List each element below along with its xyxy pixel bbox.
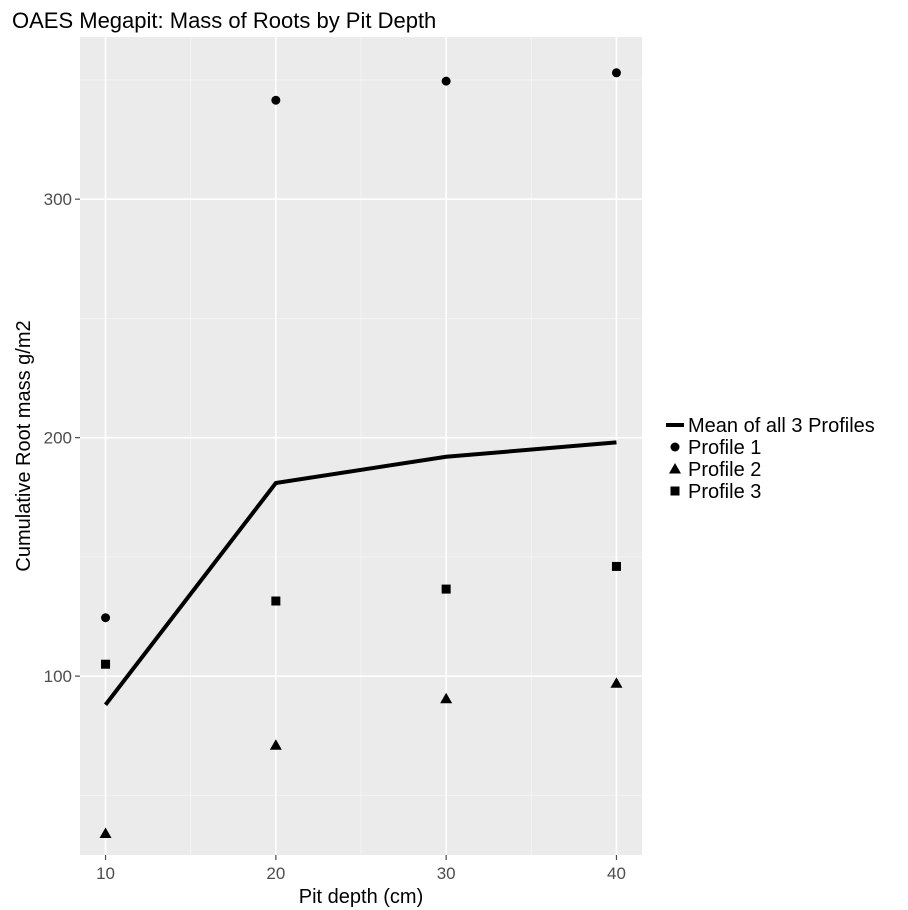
legend-label: Profile 2 (688, 459, 761, 481)
profile-1-point (441, 76, 451, 86)
profile-3-point (441, 584, 451, 594)
x-tick-labels: 10 20 30 40 (96, 864, 626, 883)
profile-1-point (101, 613, 111, 623)
mean-line (103, 440, 617, 706)
mean-line-layer (103, 440, 617, 706)
chart-title: OAES Megapit: Mass of Roots by Pit Depth (12, 8, 436, 33)
x-axis-title: Pit depth (cm) (299, 886, 423, 908)
x-tick-label: 10 (96, 864, 115, 883)
grid-lines (80, 37, 642, 855)
profile-2-point (99, 827, 112, 839)
profile-2-point (440, 692, 453, 704)
legend-label: Profile 1 (688, 437, 761, 459)
x-tick-label: 30 (437, 864, 456, 883)
x-tick-label: 40 (607, 864, 626, 883)
y-axis-title: Cumulative Root mass g/m2 (13, 320, 35, 571)
y-tick-label: 200 (44, 429, 72, 448)
y-tick-label: 300 (44, 190, 72, 209)
axis-ticks (75, 198, 618, 860)
profile-1-point (271, 95, 281, 105)
profile-2-point (610, 677, 623, 688)
legend-label: Profile 3 (688, 481, 761, 503)
legend-key-circle (670, 442, 680, 452)
profile-3-point (611, 561, 621, 571)
profile-3-point (101, 659, 111, 669)
data-points (99, 68, 623, 839)
legend-key-square (670, 486, 680, 496)
profile-2-point (269, 739, 282, 750)
x-tick-label: 20 (266, 864, 285, 883)
profile-1-point (611, 68, 621, 78)
profile-3-point (271, 596, 281, 606)
y-tick-label: 100 (44, 667, 72, 686)
legend-label: Mean of all 3 Profiles (688, 415, 875, 437)
legend-key-triangle (669, 463, 681, 474)
y-tick-labels: 100 200 300 (44, 190, 72, 686)
